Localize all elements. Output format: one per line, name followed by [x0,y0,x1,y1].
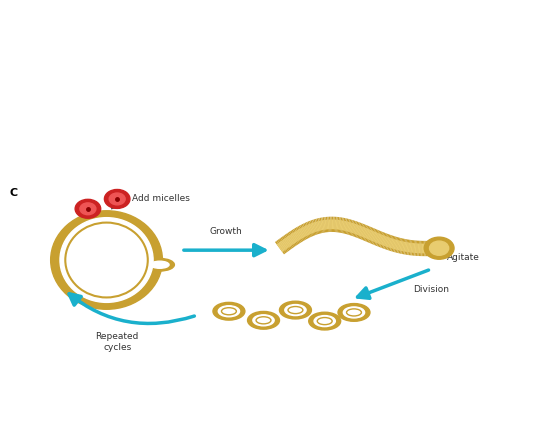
Circle shape [75,199,100,218]
Text: C: C [10,188,18,198]
Ellipse shape [213,302,245,320]
Text: E: E [117,350,125,360]
Text: H: H [442,350,451,360]
Ellipse shape [60,218,153,302]
Ellipse shape [218,306,239,317]
Text: G: G [334,350,343,360]
Text: Add micelles: Add micelles [132,194,190,203]
Ellipse shape [280,301,312,319]
Text: Agitate: Agitate [447,253,479,262]
Text: A: A [13,11,22,21]
Text: Division: Division [413,285,449,294]
Circle shape [104,190,130,208]
Circle shape [424,237,454,259]
Ellipse shape [50,211,162,309]
Circle shape [109,193,125,205]
Ellipse shape [248,311,280,329]
Ellipse shape [145,259,174,271]
Ellipse shape [343,307,365,318]
Text: Growth: Growth [210,227,243,236]
Ellipse shape [253,315,274,326]
Ellipse shape [285,305,306,316]
Circle shape [430,241,449,255]
Ellipse shape [338,304,370,321]
Text: D: D [9,350,18,360]
Ellipse shape [150,261,169,268]
Text: F: F [226,350,233,360]
Text: B: B [287,11,296,21]
Text: Repeated
cycles: Repeated cycles [96,332,139,351]
Ellipse shape [309,312,340,330]
Circle shape [80,203,96,215]
Ellipse shape [314,316,336,327]
